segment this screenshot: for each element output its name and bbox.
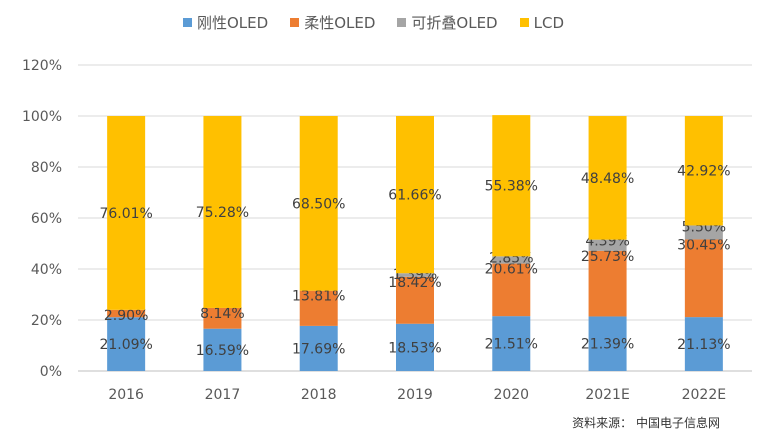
bar-segment — [203, 115, 242, 308]
bar-segment — [299, 116, 338, 291]
data-label: 16.59% — [196, 343, 249, 359]
y-tick-label: 40% — [31, 262, 62, 278]
source-note: 资料来源： 中国电子信息网 — [572, 416, 720, 430]
data-label: 25.73% — [581, 249, 634, 265]
y-tick-label: 80% — [31, 160, 62, 176]
y-tick-label: 100% — [22, 109, 62, 125]
data-label: 18.53% — [388, 340, 441, 356]
bar-segment — [588, 316, 627, 371]
data-label: 42.92% — [677, 164, 730, 180]
legend-item: 柔性OLED — [290, 12, 375, 33]
y-tick-label: 0% — [40, 364, 62, 380]
x-tick-label: 2016 — [108, 387, 144, 403]
legend-swatch — [397, 18, 407, 27]
data-label: 55.38% — [485, 179, 538, 195]
data-label: 21.39% — [581, 337, 634, 353]
data-label: 30.45% — [677, 237, 730, 253]
bar-segment — [492, 256, 531, 264]
data-label: 20.61% — [485, 262, 538, 278]
data-label: 17.69% — [292, 341, 345, 357]
chart-legend: 刚性OLED 柔性OLED 可折叠OLED LCD — [183, 12, 564, 33]
bar-segment — [396, 273, 434, 277]
bar-segment — [299, 290, 338, 326]
data-label: 21.51% — [485, 337, 538, 353]
data-label: 2.90% — [104, 308, 148, 324]
legend-label: 柔性OLED — [304, 14, 376, 32]
x-tick-label: 2021E — [585, 387, 629, 403]
legend-item: LCD — [519, 12, 564, 33]
bar-segment — [396, 323, 434, 371]
data-label: 8.14% — [200, 306, 244, 322]
y-tick-label: 20% — [31, 313, 62, 329]
data-label: 76.01% — [99, 206, 152, 222]
data-label: 18.42% — [388, 275, 441, 291]
bar-segment — [588, 239, 627, 251]
bar-segment — [299, 325, 338, 371]
data-label: 68.50% — [292, 196, 345, 212]
bar-segment — [203, 307, 242, 329]
data-label: 21.13% — [677, 337, 730, 353]
bar-segment — [588, 250, 627, 317]
bar-segment — [492, 263, 531, 317]
legend-item: 刚性OLED — [183, 12, 268, 33]
x-tick-label: 2018 — [301, 387, 337, 403]
legend-item: 可折叠OLED — [397, 12, 498, 33]
data-label: 21.09% — [99, 337, 152, 353]
x-tick-label: 2020 — [493, 387, 529, 403]
bar-segment — [684, 239, 723, 318]
y-tick-label: 60% — [31, 211, 62, 227]
x-tick-label: 2022E — [682, 387, 726, 403]
bar-segment — [684, 225, 723, 240]
data-label: 48.48% — [581, 171, 634, 187]
bar-segment — [107, 116, 146, 310]
bar-segment — [684, 116, 723, 226]
y-tick-label: 120% — [22, 58, 62, 74]
bar-segment — [107, 317, 146, 371]
bar-segment — [396, 276, 434, 324]
bar-segment — [396, 116, 434, 274]
bar-segment — [492, 316, 531, 371]
x-tick-label: 2017 — [205, 387, 241, 403]
legend-swatch — [183, 18, 192, 27]
legend-label: LCD — [533, 13, 564, 32]
bar-segment — [684, 317, 723, 371]
legend-swatch — [290, 18, 300, 27]
legend-label: 刚性OLED — [197, 14, 269, 32]
x-tick-label: 2019 — [397, 387, 433, 403]
bar-segment — [588, 116, 627, 240]
bar-segment — [203, 328, 242, 371]
legend-swatch — [519, 18, 529, 27]
data-label: 13.81% — [292, 289, 345, 305]
bar-segment — [107, 309, 146, 318]
bar-segment — [492, 115, 531, 257]
data-label: 75.28% — [196, 205, 249, 221]
legend-label: 可折叠OLED — [411, 14, 498, 32]
data-label: 61.66% — [388, 188, 441, 204]
